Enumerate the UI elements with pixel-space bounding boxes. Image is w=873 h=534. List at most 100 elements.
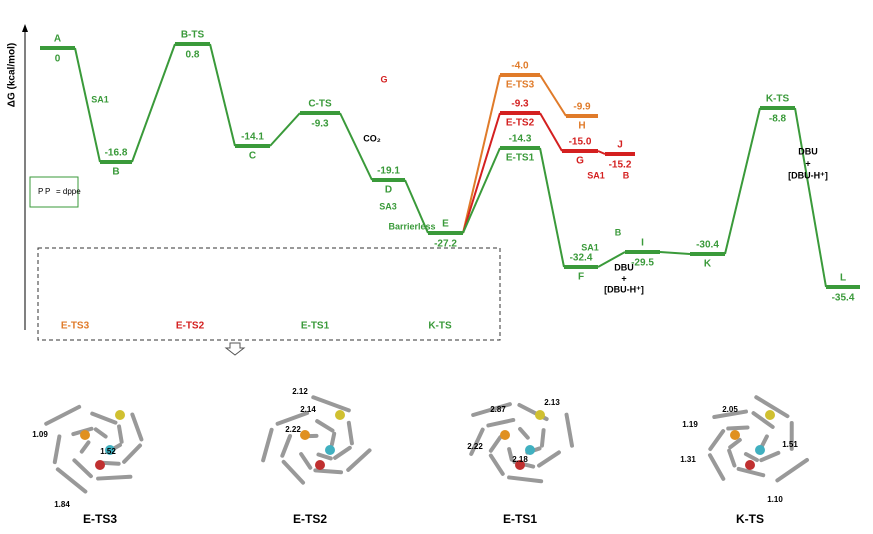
state-label: K-TS [766, 94, 790, 105]
inset-label: K-TS [428, 321, 452, 332]
bond [313, 397, 349, 410]
atom [535, 410, 545, 420]
state-energy: -19.1 [377, 166, 400, 177]
connector [270, 113, 300, 146]
bond [46, 407, 79, 424]
state-energy: -32.4 [570, 253, 593, 264]
bond [761, 453, 778, 460]
inset-label: E-TS2 [176, 321, 205, 332]
atom [80, 430, 90, 440]
structure-label: E-TS3 [83, 512, 117, 526]
bond [55, 436, 60, 462]
distance-label: 1.09 [32, 430, 48, 439]
distance-label: 1.19 [682, 420, 698, 429]
legend-symbol: P P [38, 187, 50, 196]
distance-label: 1.31 [680, 455, 696, 464]
state-label: G [576, 156, 584, 167]
state-label: E [442, 219, 449, 230]
bond [335, 448, 350, 458]
connector [540, 75, 566, 116]
distance-label: 2.13 [544, 398, 560, 407]
connector [540, 148, 564, 267]
annotation: DBU [614, 262, 634, 272]
state-label: I [641, 238, 644, 249]
annotation: G [380, 74, 387, 84]
bond [119, 426, 122, 441]
state-label: H [578, 121, 585, 132]
atom [325, 445, 335, 455]
inset-label: E-TS3 [61, 321, 90, 332]
bond [710, 431, 723, 449]
state-label: A [54, 34, 61, 45]
distance-label: 2.22 [285, 425, 301, 434]
connector [132, 44, 175, 162]
distance-label: 1.10 [767, 495, 783, 504]
bond [710, 455, 723, 479]
annotation: [DBU-H⁺] [604, 284, 644, 294]
annotation: CO₂ [363, 133, 381, 143]
bond [132, 415, 141, 440]
bond [491, 456, 503, 474]
bond [348, 450, 369, 470]
annotation: Barrierless [388, 221, 435, 231]
state-energy: -14.1 [241, 132, 264, 143]
atom [745, 460, 755, 470]
annotation: SA1 [581, 242, 599, 252]
state-energy: -9.3 [511, 99, 529, 110]
atom [300, 430, 310, 440]
bond [263, 430, 271, 461]
bond [520, 429, 528, 438]
atom [500, 430, 510, 440]
distance-label: 1.52 [100, 447, 116, 456]
state-energy: -30.4 [696, 240, 719, 251]
connector [660, 252, 690, 254]
state-energy: -16.8 [105, 148, 128, 159]
state-label: D [385, 185, 392, 196]
bond [729, 451, 734, 466]
connector [463, 113, 500, 233]
bond [301, 454, 310, 468]
bond [777, 460, 807, 480]
bond [349, 423, 352, 443]
state-energy: 0 [55, 54, 61, 65]
annotation: SA1 [91, 94, 109, 104]
state-label: E-TS2 [506, 118, 535, 129]
annotation: B [615, 227, 622, 237]
connector [540, 113, 562, 151]
bond [728, 428, 747, 429]
distance-label: 2.18 [512, 455, 528, 464]
bond [762, 436, 767, 446]
connector [463, 75, 500, 233]
bond [488, 420, 513, 425]
annotation: + [805, 158, 810, 168]
state-energy: -15.0 [569, 137, 592, 148]
distance-label: 1.84 [54, 500, 70, 509]
atom [95, 460, 105, 470]
atom [755, 445, 765, 455]
state-energy: 0.8 [186, 50, 200, 61]
distance-label: 2.87 [490, 405, 506, 414]
bond [315, 470, 341, 472]
bond [278, 413, 307, 424]
state-energy: -14.3 [509, 134, 532, 145]
state-energy: -27.2 [434, 239, 457, 250]
connector [75, 48, 100, 162]
annotation: + [621, 273, 626, 283]
bond [82, 442, 89, 451]
bond [92, 414, 115, 423]
annotation: SA1 [587, 170, 605, 180]
state-label: L [840, 273, 846, 284]
atom [525, 445, 535, 455]
atom [115, 410, 125, 420]
structure-label: K-TS [736, 512, 764, 526]
state-label: C [249, 151, 256, 162]
bond [124, 446, 140, 462]
state-label: B-TS [181, 30, 205, 41]
distance-label: 1.51 [782, 440, 798, 449]
bond [317, 421, 332, 430]
bond [74, 460, 91, 476]
annotation: SA3 [379, 201, 397, 211]
bond [58, 469, 86, 491]
state-energy: -8.8 [769, 114, 787, 125]
